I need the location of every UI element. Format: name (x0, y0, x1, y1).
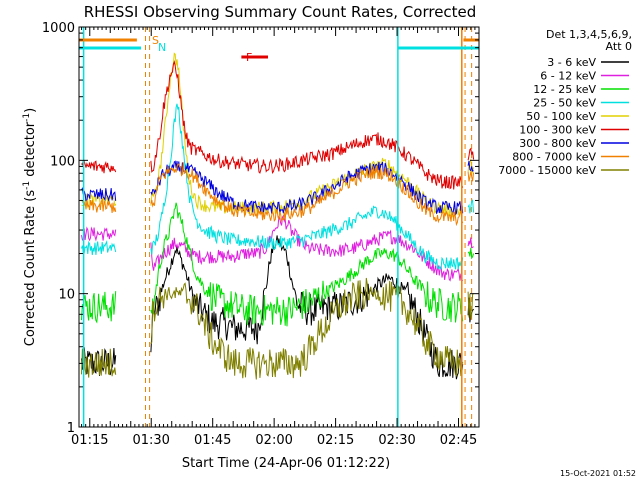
legend-label: 3 - 6 keV (547, 56, 596, 69)
x-tick-label: 02:15 (317, 433, 354, 448)
data-gaps (144, 27, 473, 427)
legend-label: 800 - 7000 keV (512, 151, 596, 164)
x-tick-label: 02:45 (440, 433, 477, 448)
legend-label: 12 - 25 keV (533, 83, 596, 96)
legend-header-line1: Det 1,3,4,5,6,9, (546, 28, 632, 41)
flare-marker-label: F (246, 51, 252, 64)
legend-label: 100 - 300 keV (519, 124, 596, 137)
generated-timestamp: 15-Oct-2021 01:52 (560, 469, 636, 478)
series-line-2 (81, 214, 474, 282)
series-layer (81, 52, 475, 380)
legend-label: 6 - 12 keV (540, 70, 596, 83)
x-tick-label: 01:30 (132, 433, 169, 448)
y-axis-label: Corrected Count Rate (s-1 detector-1) (22, 108, 38, 346)
y-tick-label: 100 (50, 154, 75, 169)
y-tick-label: 1000 (42, 21, 75, 36)
series-line-6 (81, 59, 475, 190)
saa-marker-label: S (152, 34, 159, 47)
x-axis: 01:15 01:30 01:45 02:00 02:15 02:30 02:45 (71, 27, 477, 448)
series-line-3 (81, 202, 475, 327)
legend-label: 25 - 50 keV (533, 97, 596, 110)
chart-title: RHESSI Observing Summary Count Rates, Co… (84, 3, 477, 21)
night-marker-label: N (158, 41, 166, 54)
y-tick-label: 10 (58, 288, 75, 303)
x-tick-label: 01:45 (194, 433, 231, 448)
x-tick-label: 01:15 (71, 433, 108, 448)
plot-frame (78, 26, 480, 428)
series-line-4 (81, 103, 475, 271)
x-tick-label: 02:00 (255, 433, 292, 448)
legend-label: 300 - 800 keV (519, 137, 596, 150)
y-axis: 1 10 100 1000 (42, 21, 479, 436)
legend-header-line2: Att 0 (606, 40, 632, 53)
legend-label: 50 - 100 keV (526, 110, 596, 123)
x-axis-label: Start Time (24-Apr-06 01:12:22) (182, 456, 390, 471)
y-tick-label: 1 (67, 421, 75, 436)
legend-label: 7000 - 15000 keV (498, 164, 596, 177)
series-line-8 (81, 162, 475, 227)
series-line-9 (81, 277, 474, 380)
x-tick-label: 02:30 (378, 433, 415, 448)
